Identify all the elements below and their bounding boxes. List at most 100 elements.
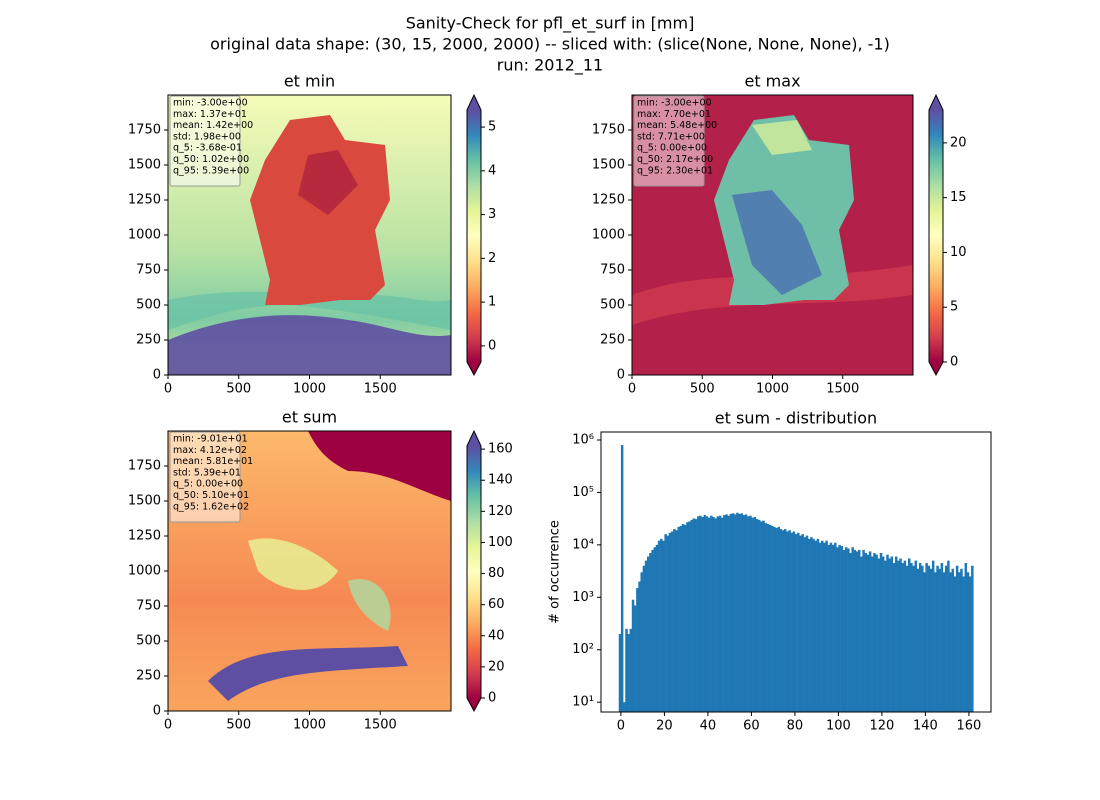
- hist-bar: [688, 521, 691, 712]
- hist-bar: [760, 521, 763, 712]
- x-tick-label: 160: [957, 719, 982, 734]
- hist-bar: [777, 526, 780, 712]
- hist-bar: [720, 517, 724, 712]
- colorbar-extend: [467, 95, 481, 110]
- y-tick-label: 250: [600, 333, 625, 348]
- hist-bar: [794, 534, 798, 712]
- y-tick-label: 500: [136, 298, 161, 313]
- stats-text: mean: 1.42e+00: [173, 120, 253, 131]
- y-tick-label: 1000: [592, 228, 625, 243]
- hist-bar: [662, 540, 665, 712]
- hist-bar: [644, 560, 648, 712]
- y-tick-label: 1250: [592, 193, 625, 208]
- colorbar-extend: [929, 362, 943, 375]
- hist-bar: [764, 523, 767, 712]
- hist-bar: [908, 558, 911, 712]
- hist-bar: [801, 534, 804, 712]
- hist-bar: [727, 515, 730, 712]
- hist-bar: [905, 565, 909, 712]
- x-tick-label: 1000: [293, 382, 326, 397]
- y-tick-label: 10⁶: [572, 432, 594, 447]
- y-tick-label: 250: [136, 333, 161, 348]
- hist-bar: [742, 515, 746, 712]
- axes-title: et sum - distribution: [715, 409, 877, 428]
- hist-bar: [670, 531, 674, 712]
- y-tick-label: 250: [136, 669, 161, 684]
- hist-bar: [947, 560, 950, 712]
- hist-bar: [971, 565, 974, 712]
- colorbar-tick-label: 40: [488, 628, 505, 643]
- hist-bar: [936, 565, 939, 712]
- hist-bar: [638, 581, 641, 712]
- hist-bar: [779, 529, 783, 712]
- hist-bar: [849, 552, 852, 712]
- stats-text: mean: 5.48e+00: [637, 120, 717, 131]
- hist-bar: [960, 568, 963, 712]
- axes-frame: [600, 431, 992, 713]
- hist-bar: [803, 537, 807, 712]
- hist-bar: [618, 633, 622, 712]
- hist-bar: [623, 702, 626, 712]
- hist-bar: [707, 517, 711, 712]
- hist-bar: [738, 513, 741, 712]
- hist-bar: [653, 547, 657, 712]
- hist-bar: [918, 563, 922, 712]
- x-tick-label: 500: [226, 382, 251, 397]
- colorbar-extend: [467, 431, 481, 446]
- hist-bar: [725, 514, 728, 712]
- hist-bar: [888, 558, 891, 712]
- hist-bar: [790, 532, 794, 712]
- stats-text: q_95: 2.30e+01: [637, 165, 713, 176]
- hist-bar: [929, 568, 933, 712]
- x-tick-label: 1000: [293, 718, 326, 733]
- stats-text: q_50: 5.10e+01: [173, 490, 249, 501]
- hist-bar: [694, 519, 698, 712]
- stats-text: q_95: 1.62e+02: [173, 501, 249, 512]
- hist-bar: [871, 556, 874, 712]
- map-image: [168, 95, 451, 375]
- hist-bar: [753, 516, 757, 712]
- hist-bar: [797, 532, 800, 712]
- hist-bar: [633, 605, 637, 712]
- y-tick-label: 0: [153, 704, 161, 719]
- hist-bar: [664, 534, 667, 712]
- hist-bar: [660, 538, 663, 712]
- map-image: [632, 95, 913, 375]
- hist-bar: [705, 516, 709, 712]
- hist-bar: [757, 519, 761, 712]
- stats-box: [169, 95, 241, 187]
- hist-bar: [788, 530, 791, 712]
- hist-bar: [775, 527, 778, 712]
- hist-bar: [892, 563, 896, 712]
- x-tick-label: 0: [617, 719, 625, 734]
- hist-bar: [692, 518, 696, 712]
- hist-bar: [773, 526, 776, 712]
- hist-bar: [964, 563, 968, 712]
- x-tick-label: 0: [164, 718, 172, 733]
- y-tick-label: 1750: [128, 459, 161, 474]
- hist-bar: [718, 515, 722, 712]
- stats-box: [633, 95, 705, 187]
- stats-text: q_5: 0.00e+00: [173, 479, 243, 490]
- hist-bar: [631, 599, 635, 712]
- colorbar-tick-label: 0: [488, 338, 496, 353]
- hist-bar: [940, 563, 944, 712]
- hist-bar: [625, 628, 628, 712]
- x-tick-label: 0: [628, 382, 636, 397]
- hist-bar: [894, 556, 898, 712]
- hist-bar: [731, 513, 735, 712]
- hist-bar: [953, 576, 957, 712]
- hist-bar: [842, 549, 846, 712]
- hist-bar: [655, 544, 659, 712]
- hist-bar: [810, 537, 813, 712]
- axes-title: et max: [744, 72, 800, 91]
- colorbar-tick-label: 20: [488, 659, 505, 674]
- y-tick-label: 1000: [128, 564, 161, 579]
- colorbar-tick-label: 0: [950, 355, 958, 370]
- hist-bar: [931, 560, 935, 712]
- hist-bar: [792, 531, 796, 712]
- y-tick-label: 750: [136, 599, 161, 614]
- y-tick-label: 10³: [572, 590, 594, 605]
- hist-bar: [636, 588, 639, 712]
